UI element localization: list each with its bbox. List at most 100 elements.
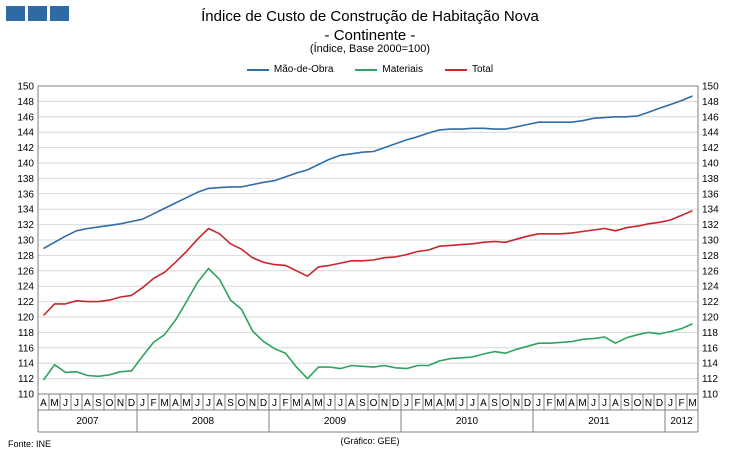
y-tick-label-left: 132 (17, 220, 34, 231)
month-label: J (195, 398, 200, 409)
month-label: J (140, 398, 145, 409)
month-label: A (304, 398, 311, 409)
y-tick-label-right: 116 (702, 343, 718, 354)
month-label: S (95, 398, 102, 409)
month-label: J (338, 398, 343, 409)
month-label: F (150, 398, 156, 409)
month-label: M (424, 398, 432, 409)
month-label: J (668, 398, 673, 409)
month-label: D (524, 398, 531, 409)
y-tick-label-right: 112 (702, 374, 718, 385)
month-label: A (612, 398, 619, 409)
month-label: M (578, 398, 586, 409)
chart-subtitle: - Continente - (324, 27, 416, 44)
y-tick-label-right: 132 (702, 220, 719, 231)
series-line-m-o-de-obra (43, 95, 693, 250)
month-label: J (470, 398, 475, 409)
y-tick-label-right: 140 (702, 159, 719, 170)
month-label: M (160, 398, 168, 409)
month-label: A (84, 398, 91, 409)
month-label: O (106, 398, 114, 409)
credit-note: (Gráfico: GEE) (340, 436, 400, 446)
legend-swatch (355, 69, 378, 71)
month-label: J (404, 398, 409, 409)
y-tick-label-right: 144 (702, 128, 719, 139)
month-label: J (206, 398, 211, 409)
source-note: Fonte: INE (8, 439, 52, 449)
month-label: M (556, 398, 564, 409)
month-label: A (216, 398, 223, 409)
chart-title: Índice de Custo de Construção de Habitaç… (201, 8, 539, 25)
y-tick-label-right: 122 (702, 297, 719, 308)
y-tick-label-right: 136 (702, 189, 719, 200)
month-label: J (272, 398, 277, 409)
month-label: J (536, 398, 541, 409)
month-label: J (459, 398, 464, 409)
month-label: O (238, 398, 246, 409)
month-label: S (491, 398, 498, 409)
month-label: M (182, 398, 190, 409)
y-tick-label-right: 128 (702, 251, 719, 262)
y-tick-label-right: 126 (702, 266, 719, 277)
month-label: S (359, 398, 366, 409)
chart-note: (Índice, Base 2000=100) (309, 43, 431, 55)
y-tick-label-left: 146 (17, 112, 34, 123)
month-label: N (645, 398, 652, 409)
month-label: F (414, 398, 420, 409)
month-label: S (623, 398, 630, 409)
legend-item-total: Total (444, 64, 494, 76)
legend-swatch (444, 69, 467, 71)
y-tick-label-left: 130 (17, 236, 34, 247)
y-tick-label-left: 120 (17, 313, 34, 324)
month-label: O (502, 398, 510, 409)
month-label: J (74, 398, 79, 409)
month-label: J (63, 398, 68, 409)
y-tick-label-right: 120 (702, 313, 719, 324)
y-tick-label-left: 134 (17, 205, 34, 216)
y-tick-label-left: 110 (18, 390, 34, 401)
y-tick-label-left: 144 (17, 128, 34, 139)
year-label: 2012 (670, 416, 693, 427)
month-label: N (381, 398, 388, 409)
month-label: J (327, 398, 332, 409)
legend-item-mao-de-obra: Mão-de-Obra (246, 64, 333, 76)
y-tick-label-left: 126 (17, 266, 34, 277)
y-tick-label-left: 114 (18, 359, 34, 370)
legend-label: Materiais (382, 64, 423, 75)
month-label: O (634, 398, 642, 409)
y-tick-label-right: 130 (702, 236, 719, 247)
month-label: A (40, 398, 47, 409)
y-tick-label-left: 118 (18, 328, 34, 339)
y-tick-label-left: 128 (17, 251, 34, 262)
legend-swatch (246, 69, 269, 71)
month-label: M (292, 398, 300, 409)
month-label: A (172, 398, 179, 409)
y-tick-label-left: 138 (17, 174, 34, 185)
month-label: A (480, 398, 487, 409)
y-tick-label-left: 122 (17, 297, 34, 308)
y-tick-label-left: 140 (17, 159, 34, 170)
y-tick-label-right: 134 (702, 205, 719, 216)
month-label: F (282, 398, 288, 409)
month-label: F (678, 398, 684, 409)
month-label: D (656, 398, 663, 409)
year-label: 2011 (588, 416, 610, 427)
logo-block (6, 6, 25, 21)
legend-label: Total (471, 64, 494, 75)
year-label: 2008 (192, 416, 215, 427)
year-label: 2010 (456, 416, 479, 427)
month-label: N (117, 398, 124, 409)
logo-block (28, 6, 47, 21)
month-label: D (260, 398, 267, 409)
y-tick-label-right: 148 (702, 97, 719, 108)
y-tick-label-right: 138 (702, 174, 719, 185)
month-label: F (546, 398, 552, 409)
y-tick-label-right: 150 (702, 82, 719, 93)
logo-blocks (6, 6, 69, 21)
y-tick-label-left: 148 (17, 97, 34, 108)
y-tick-label-right: 118 (702, 328, 718, 339)
month-label: O (370, 398, 378, 409)
month-label: S (227, 398, 234, 409)
month-label: N (249, 398, 256, 409)
y-tick-label-left: 112 (18, 374, 34, 385)
